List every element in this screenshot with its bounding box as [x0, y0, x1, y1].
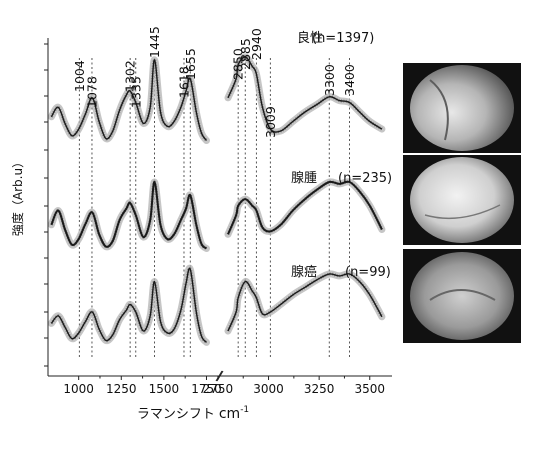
- peak-label-3400: 3400: [342, 64, 357, 96]
- group-count-1: (n=235): [338, 171, 392, 186]
- spectra-curves: [51, 57, 382, 343]
- x-axis-label-text: ラマンシフト: [137, 407, 215, 422]
- group-name-2: 腺癌: [291, 264, 317, 280]
- x-tick-label-3000: 3000: [253, 382, 284, 396]
- group-count-0: (n=1397): [312, 31, 374, 46]
- y-axis-label: 強度（Arb.u）: [10, 156, 25, 236]
- peak-label-3300: 3300: [322, 64, 337, 96]
- peak-label-1655: 1655: [183, 48, 198, 80]
- endoscopy-image-benign: [403, 63, 521, 153]
- peak-label-1335: 1335: [128, 76, 143, 108]
- group-count-2: (n=99): [345, 265, 391, 280]
- x-axis-label-unit-exponent: -1: [240, 405, 249, 415]
- endoscopy-image-adenoma: [403, 155, 521, 245]
- x-tick-label-3500: 3500: [354, 382, 385, 396]
- endoscopy-image-adenocarcinoma: [403, 249, 521, 343]
- x-tick-label-1500: 1500: [149, 382, 180, 396]
- x-tick-label-3250: 3250: [304, 382, 335, 396]
- peak-label-3009: 3009: [263, 106, 278, 138]
- group-name-1: 腺腫: [291, 170, 317, 186]
- x-tick-label-1250: 1250: [106, 382, 137, 396]
- series-line-1-fingerprint: [51, 182, 206, 249]
- x-tick-label-2750: 2750: [203, 382, 234, 396]
- peak-label-1078: 1078: [85, 76, 100, 108]
- x-tick-label-1000: 1000: [63, 382, 94, 396]
- peak-label-1445: 1445: [147, 26, 162, 58]
- peak-label-2940: 2940: [249, 28, 264, 60]
- x-axis-label-unit: cm: [219, 406, 240, 422]
- x-axis-label: ラマンシフト cm-1: [137, 405, 249, 422]
